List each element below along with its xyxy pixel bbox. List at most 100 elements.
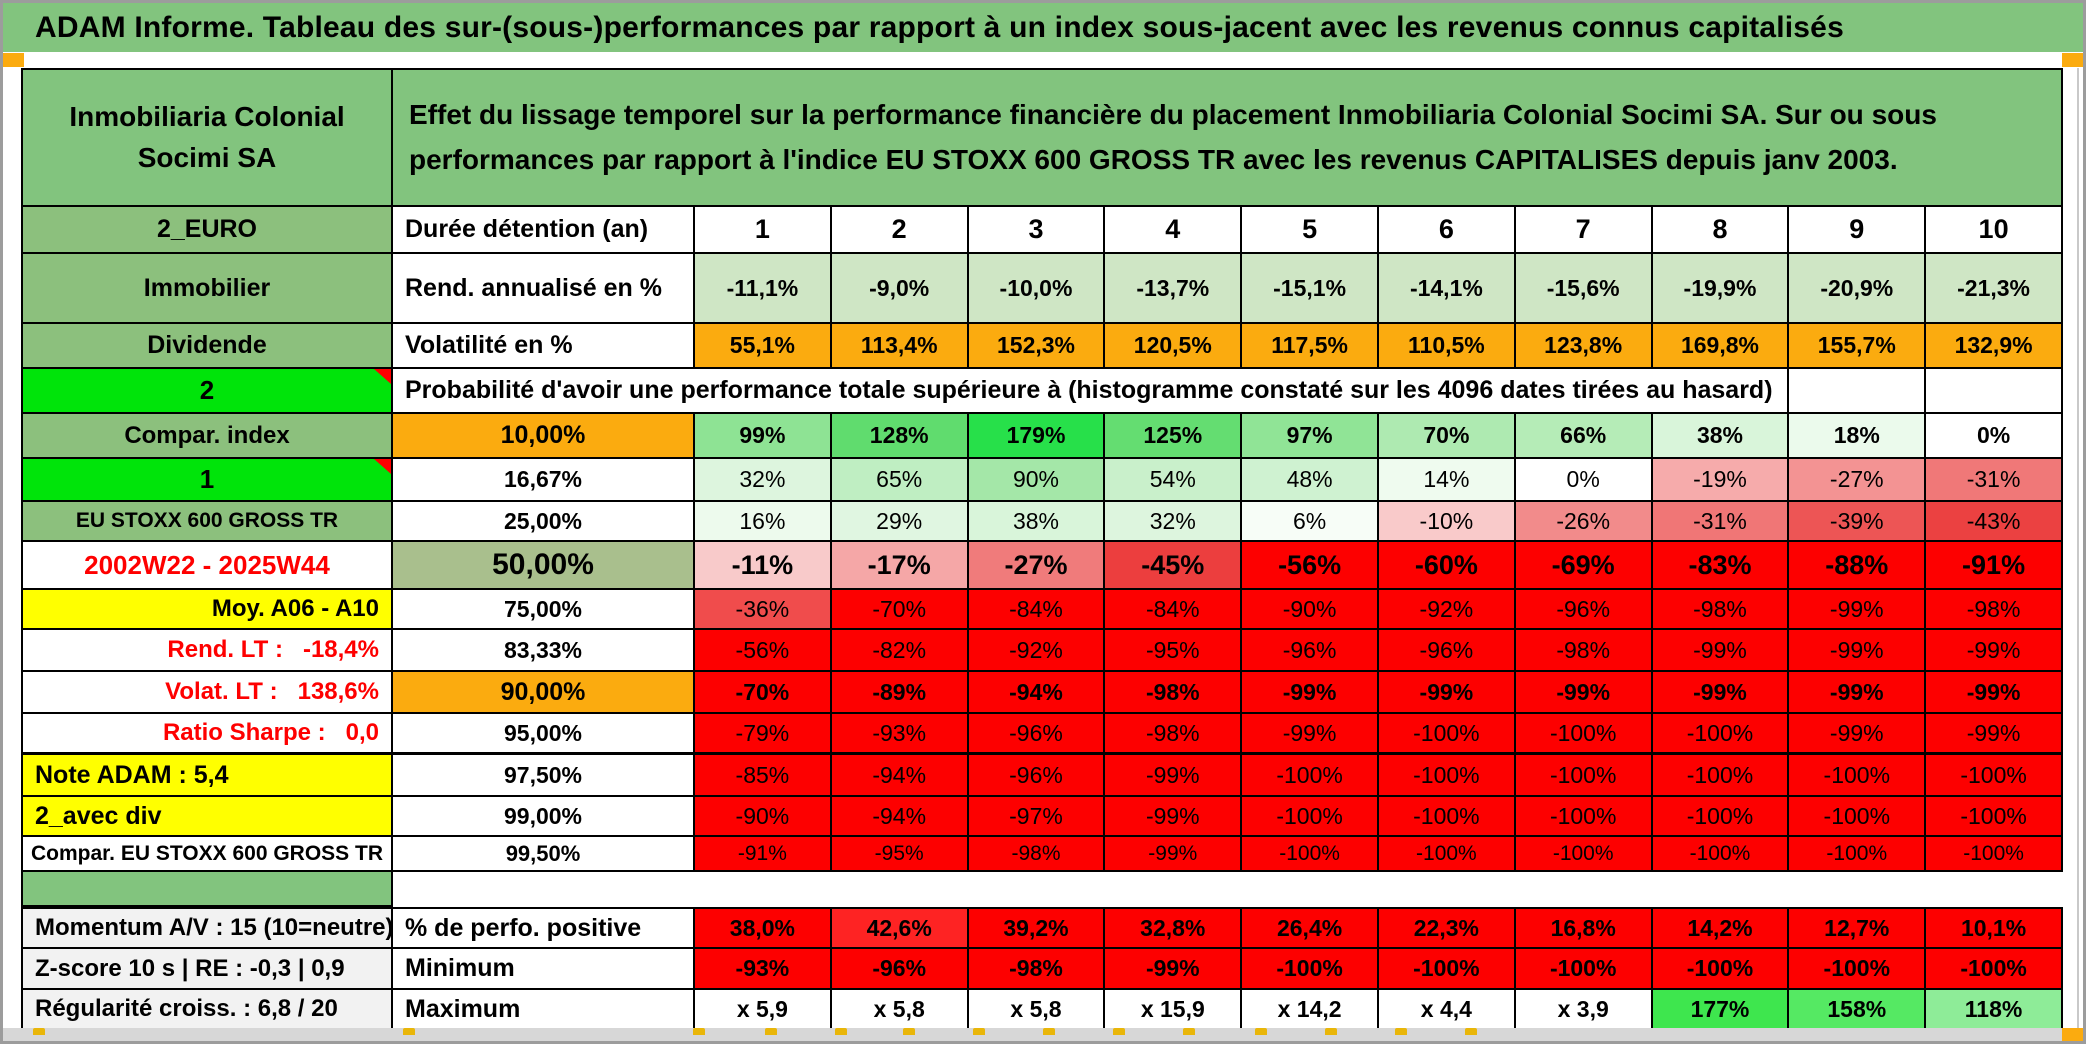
data-cell[interactable]: -11% — [695, 542, 832, 590]
data-cell[interactable]: 38% — [968, 502, 1106, 542]
data-cell[interactable] — [1789, 369, 1927, 414]
company-name-cell[interactable]: Inmobiliaria Colonial Socimi SA — [21, 70, 393, 207]
data-cell[interactable]: 123,8% — [1515, 324, 1653, 369]
data-cell[interactable]: -39% — [1789, 502, 1927, 542]
data-cell[interactable]: -56% — [1242, 542, 1379, 590]
probability-caption-cell[interactable]: Probabilité d'avoir une performance tota… — [393, 369, 1790, 414]
data-cell[interactable]: -98% — [1105, 672, 1243, 714]
data-cell[interactable]: -100% — [1652, 714, 1790, 755]
data-cell[interactable]: -100% — [1789, 797, 1927, 837]
sheet-title[interactable]: ADAM Informe. Tableau des sur-(sous-)per… — [3, 3, 2083, 52]
data-cell[interactable]: -27% — [1789, 459, 1927, 502]
data-cell[interactable]: x 5,9 — [695, 990, 832, 1030]
data-cell[interactable]: 90% — [968, 459, 1106, 502]
data-cell[interactable]: -96% — [968, 714, 1106, 755]
data-cell[interactable]: -43% — [1926, 502, 2063, 542]
data-cell[interactable]: -96% — [968, 755, 1106, 797]
data-cell[interactable]: 18% — [1789, 414, 1927, 459]
data-cell[interactable]: -100% — [1652, 949, 1790, 990]
data-cell[interactable]: -36% — [695, 590, 832, 630]
row-header-cell[interactable]: 97,50% — [393, 755, 695, 797]
data-cell[interactable]: 125% — [1105, 414, 1243, 459]
data-cell[interactable]: -92% — [1378, 590, 1516, 630]
data-cell[interactable]: -90% — [1242, 590, 1379, 630]
data-cell[interactable]: -94% — [831, 755, 969, 797]
row-header-cell[interactable]: Rend. annualisé en % — [393, 254, 695, 324]
data-cell[interactable]: -100% — [1378, 837, 1516, 872]
data-cell[interactable]: -99% — [1378, 672, 1516, 714]
data-cell[interactable]: 4 — [1105, 207, 1243, 254]
data-cell[interactable]: -100% — [1789, 949, 1927, 990]
row-header-cell[interactable]: Volatilité en % — [393, 324, 695, 369]
data-cell[interactable]: -96% — [1515, 590, 1653, 630]
data-cell[interactable]: 3 — [968, 207, 1106, 254]
data-cell[interactable]: 1 — [695, 207, 832, 254]
data-cell[interactable]: -99% — [1926, 714, 2063, 755]
data-cell[interactable]: -98% — [968, 949, 1106, 990]
data-cell[interactable]: 2 — [831, 207, 969, 254]
data-cell[interactable]: 118% — [1926, 990, 2063, 1030]
data-cell[interactable]: -100% — [1378, 949, 1516, 990]
data-cell[interactable]: 32,8% — [1105, 907, 1243, 949]
data-cell[interactable]: 38% — [1652, 414, 1790, 459]
row-header-cell[interactable]: Durée détention (an) — [393, 207, 695, 254]
data-cell[interactable]: -70% — [695, 672, 832, 714]
data-cell[interactable]: 132,9% — [1926, 324, 2063, 369]
data-cell[interactable]: 42,6% — [831, 907, 969, 949]
data-cell[interactable]: -84% — [1105, 590, 1243, 630]
data-cell[interactable]: 0% — [1515, 459, 1653, 502]
row-header-cell[interactable]: 16,67% — [393, 459, 695, 502]
data-cell[interactable]: 38,0% — [695, 907, 832, 949]
data-cell[interactable]: 39,2% — [968, 907, 1106, 949]
data-cell[interactable]: 97% — [1242, 414, 1379, 459]
data-cell[interactable]: -27% — [968, 542, 1106, 590]
data-cell[interactable]: -98% — [1105, 714, 1243, 755]
data-cell[interactable]: -98% — [1652, 590, 1790, 630]
data-cell[interactable]: -92% — [968, 630, 1106, 672]
row-label-cell[interactable]: 2002W22 - 2025W44 — [21, 542, 393, 590]
data-cell[interactable]: -19% — [1652, 459, 1790, 502]
data-cell[interactable]: -19,9% — [1652, 254, 1790, 324]
row-label-cell[interactable]: 2 — [21, 369, 393, 414]
data-cell[interactable]: x 5,8 — [831, 990, 969, 1030]
data-cell[interactable]: -95% — [1105, 630, 1243, 672]
row-label-cell[interactable]: 2_avec div — [21, 797, 393, 837]
data-cell[interactable]: 70% — [1378, 414, 1516, 459]
data-cell[interactable]: -94% — [968, 672, 1106, 714]
row-header-cell[interactable]: 25,00% — [393, 502, 695, 542]
data-cell[interactable]: 54% — [1105, 459, 1243, 502]
row-label-cell[interactable] — [21, 872, 393, 907]
row-label-cell[interactable]: Volat. LT : 138,6% — [21, 672, 393, 714]
data-cell[interactable]: 16% — [695, 502, 832, 542]
data-cell[interactable]: 152,3% — [968, 324, 1106, 369]
data-cell[interactable]: 12,7% — [1789, 907, 1927, 949]
data-cell[interactable]: 7 — [1515, 207, 1653, 254]
data-cell[interactable]: -83% — [1652, 542, 1790, 590]
data-cell[interactable]: -85% — [695, 755, 832, 797]
row-label-cell[interactable]: Dividende — [21, 324, 393, 369]
row-label-cell[interactable]: 2_EURO — [21, 207, 393, 254]
data-cell[interactable]: -100% — [1515, 949, 1653, 990]
row-label-cell[interactable]: Ratio Sharpe : 0,0 — [21, 714, 393, 755]
data-cell[interactable]: 48% — [1242, 459, 1379, 502]
row-label-cell[interactable]: Immobilier — [21, 254, 393, 324]
data-cell[interactable]: x 3,9 — [1515, 990, 1653, 1030]
data-cell[interactable]: -90% — [695, 797, 832, 837]
data-cell[interactable]: -89% — [831, 672, 969, 714]
data-cell[interactable]: -96% — [1378, 630, 1516, 672]
data-cell[interactable]: 29% — [831, 502, 969, 542]
data-cell[interactable]: -99% — [1789, 630, 1927, 672]
data-cell[interactable]: 128% — [831, 414, 969, 459]
data-cell[interactable]: -100% — [1242, 797, 1379, 837]
row-label-cell[interactable]: Régularité croiss. : 6,8 / 20 — [21, 990, 393, 1030]
row-label-cell[interactable]: Rend. LT : -18,4% — [21, 630, 393, 672]
data-cell[interactable]: -99% — [1105, 797, 1243, 837]
data-cell[interactable]: -94% — [831, 797, 969, 837]
data-cell[interactable]: -31% — [1926, 459, 2063, 502]
data-cell[interactable]: -14,1% — [1378, 254, 1516, 324]
data-cell[interactable]: -26% — [1515, 502, 1653, 542]
data-cell[interactable]: -96% — [831, 949, 969, 990]
row-header-cell[interactable]: 10,00% — [393, 414, 695, 459]
data-cell[interactable]: -100% — [1652, 837, 1790, 872]
data-cell[interactable]: -82% — [831, 630, 969, 672]
